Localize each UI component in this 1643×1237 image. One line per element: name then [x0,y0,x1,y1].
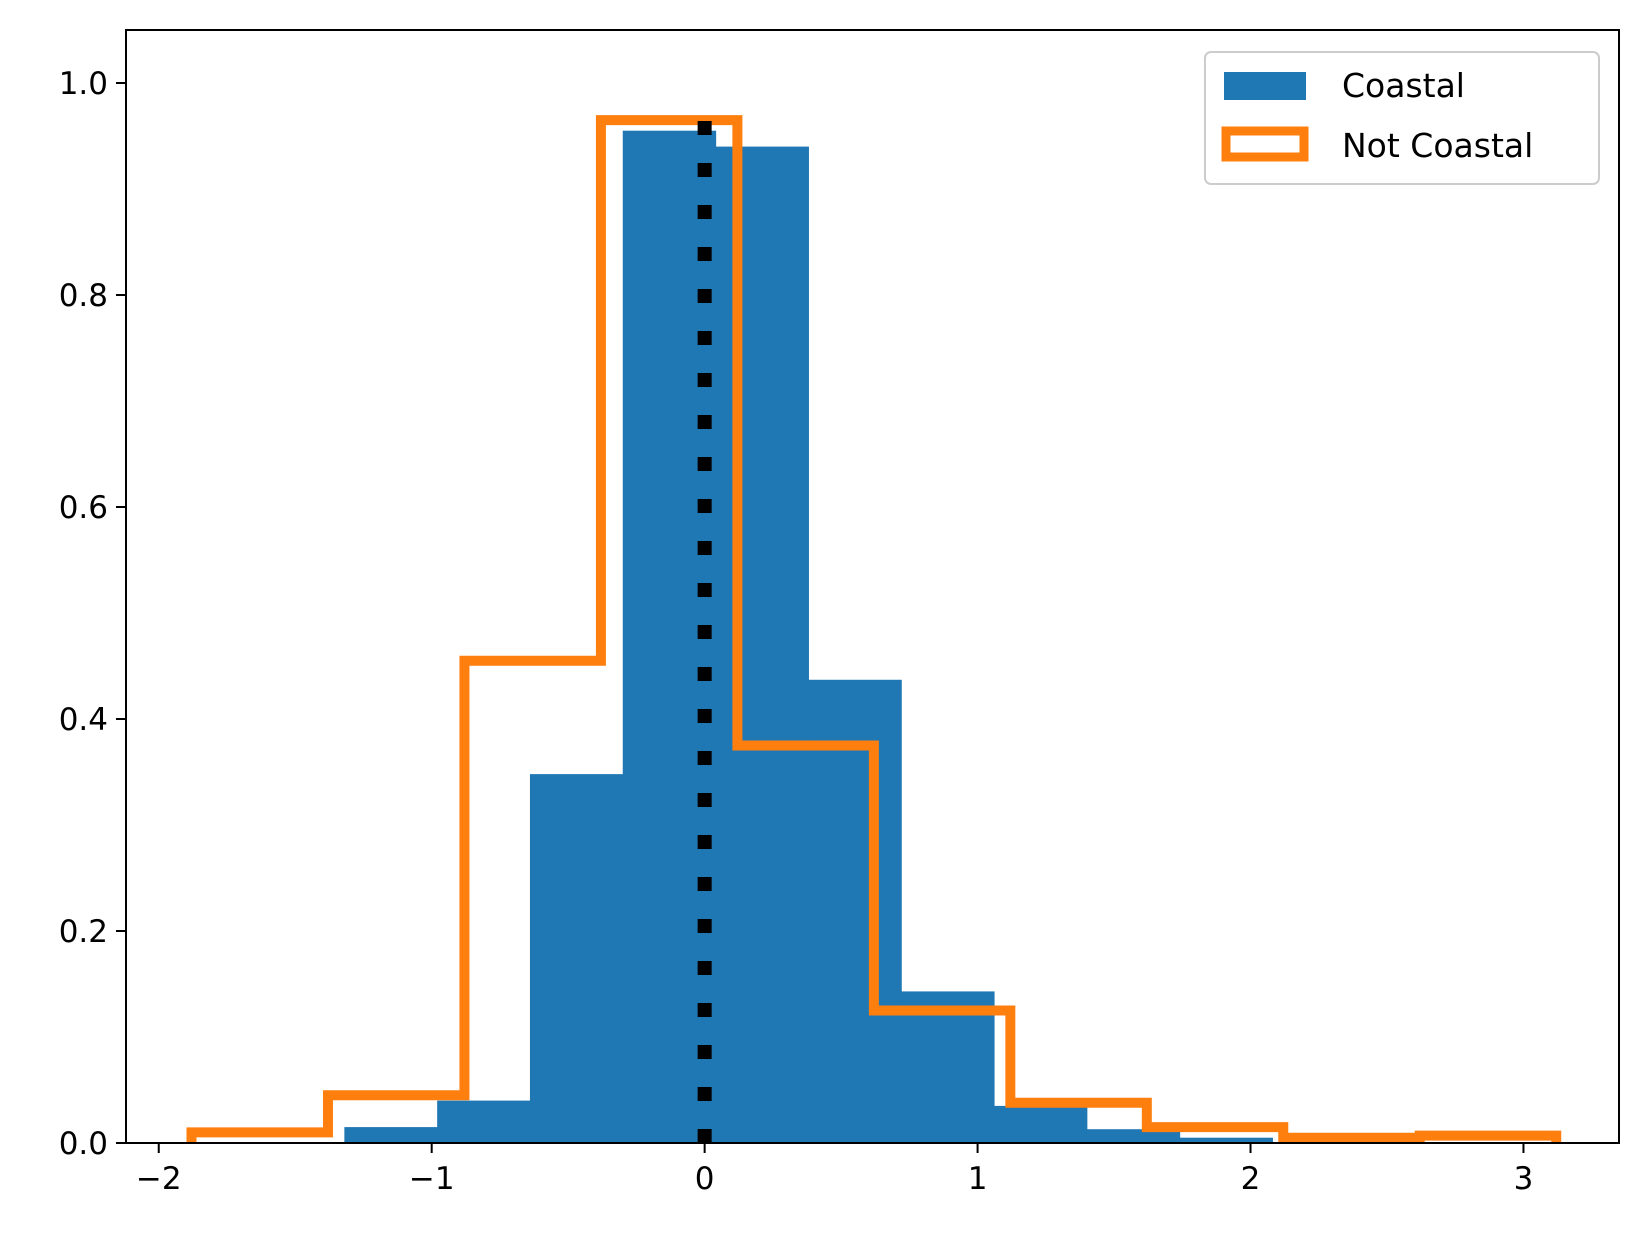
coastal-bar [993,1105,1088,1143]
x-tick-label: 3 [1514,1161,1534,1197]
coastal-bar [344,1127,438,1143]
y-tick-label: 0.6 [59,490,108,526]
coastal-bar [808,679,902,1143]
not-coastal-step-outline [186,115,1562,1143]
x-tick-label: 0 [695,1161,715,1197]
x-tick-label: −1 [409,1161,455,1197]
y-axis-ticks: 0.0 0.2 0.4 0.6 0.8 1.0 [59,66,126,1162]
legend-label-not-coastal: Not Coastal [1342,126,1533,165]
legend: Coastal Not Coastal [1204,51,1600,185]
axes-frame [125,29,1620,1144]
coastal-bar [437,1100,531,1143]
coastal-bar [715,146,809,1144]
legend-swatch-coastal [1224,72,1306,100]
y-tick-label: 0.0 [59,1126,108,1162]
x-tick-label: 1 [968,1161,988,1197]
x-tick-label: −2 [136,1161,182,1197]
not-coastal-steps [186,115,1562,1143]
y-tick-label: 0.4 [59,702,108,738]
y-tick-label: 1.0 [59,66,108,102]
coastal-bar [1086,1129,1181,1143]
coastal-bar [1179,1137,1273,1143]
legend-swatch-not-coastal [1221,126,1309,162]
x-tick-label: 2 [1241,1161,1261,1197]
y-tick-label: 0.2 [59,914,108,950]
coastal-bar [901,991,995,1143]
legend-label-coastal: Coastal [1342,66,1465,105]
x-axis-ticks: −2 −1 0 1 2 3 [136,1143,1533,1197]
coastal-bar [529,774,624,1143]
y-tick-label: 0.8 [59,278,108,314]
